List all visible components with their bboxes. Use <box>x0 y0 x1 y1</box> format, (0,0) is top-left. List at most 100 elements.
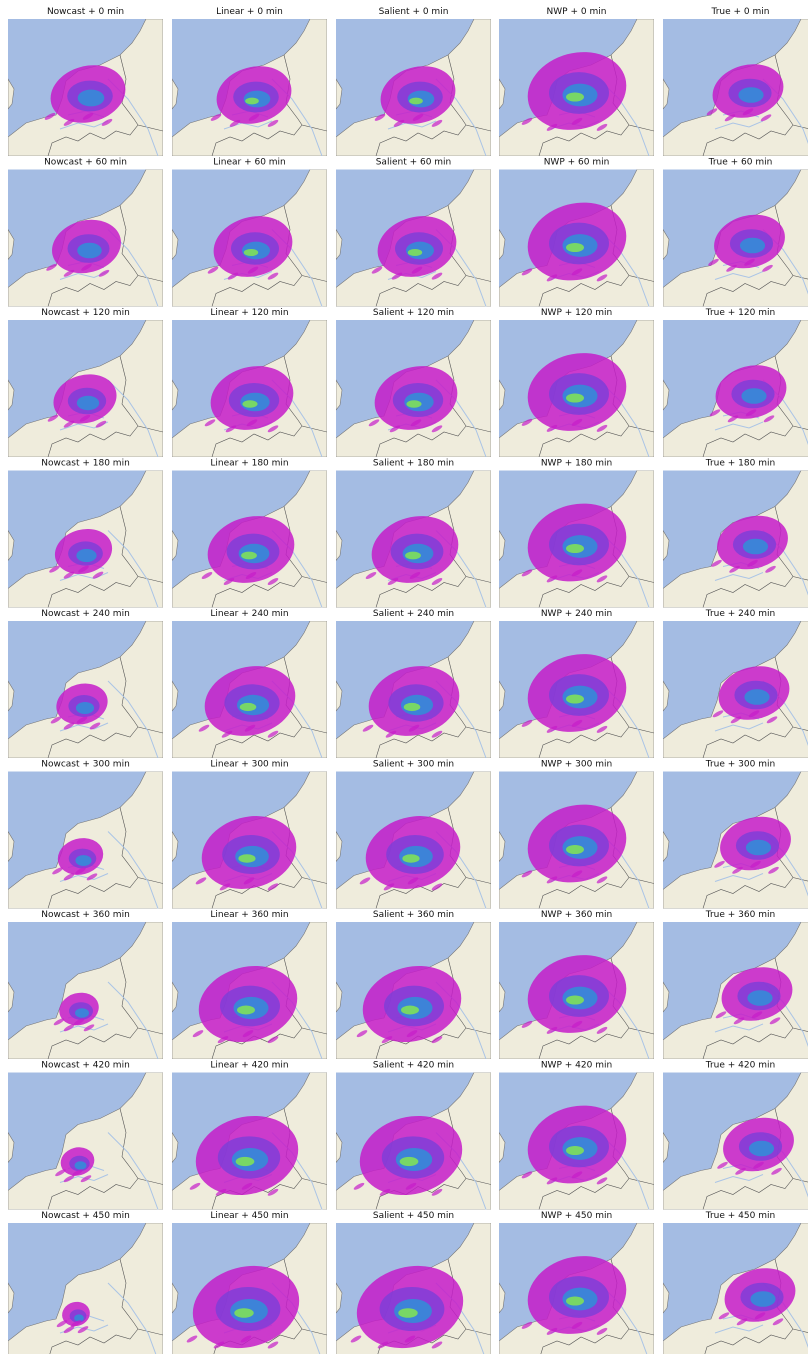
panel-title: True + 60 min <box>708 158 773 168</box>
map-panel <box>663 170 808 307</box>
panel-title: Linear + 420 min <box>210 1061 288 1071</box>
panel-title: NWP + 300 min <box>541 760 612 770</box>
panel-title: NWP + 0 min <box>547 7 607 17</box>
precip-peak <box>242 400 257 407</box>
map-panel <box>499 772 654 909</box>
map-panel <box>8 170 163 307</box>
map-panel <box>8 19 163 156</box>
panel-title: True + 300 min <box>705 760 775 770</box>
panel-title: NWP + 60 min <box>544 158 610 168</box>
map-panel <box>172 19 327 156</box>
precip-peak <box>566 544 584 553</box>
panel-title: Nowcast + 120 min <box>41 308 130 318</box>
panel-title: Salient + 240 min <box>373 609 454 619</box>
precip-peak <box>404 703 421 711</box>
precip-peak <box>238 854 255 863</box>
precip-core <box>749 1141 774 1157</box>
figure: Nowcast + 0 minLinear + 0 minSalient + 0… <box>0 0 808 1354</box>
precip-peak <box>398 1308 417 1318</box>
map-panel <box>8 621 163 758</box>
map-panel <box>336 621 491 758</box>
precip-core <box>738 87 763 103</box>
map-panel <box>663 1223 808 1354</box>
panel-title: Nowcast + 0 min <box>47 7 124 17</box>
precip-peak <box>244 249 258 256</box>
map-panel <box>8 471 163 608</box>
panel-title: Nowcast + 240 min <box>41 609 130 619</box>
map-panel <box>336 19 491 156</box>
precip-peak <box>234 1308 253 1318</box>
precip-core <box>746 840 771 856</box>
panel-title: NWP + 120 min <box>541 308 612 318</box>
map-panel <box>499 1073 654 1210</box>
map-panel <box>8 1223 163 1354</box>
precip-core <box>741 388 766 404</box>
map-panel <box>663 1073 808 1210</box>
map-panel <box>663 621 808 758</box>
map-panel <box>499 1223 654 1354</box>
map-panel <box>499 19 654 156</box>
map-panel <box>336 1073 491 1210</box>
precip-core <box>76 702 94 714</box>
panel-title: Salient + 60 min <box>376 158 452 168</box>
map-panel <box>336 772 491 909</box>
panel-title: Linear + 120 min <box>210 308 288 318</box>
panel-title: NWP + 180 min <box>541 459 612 469</box>
panel-title: NWP + 450 min <box>541 1211 612 1221</box>
panel-title: NWP + 240 min <box>541 609 612 619</box>
precip-core <box>77 243 102 259</box>
panel-title: True + 0 min <box>711 7 770 17</box>
panel-title: Salient + 450 min <box>373 1211 454 1221</box>
precip-peak <box>408 249 422 256</box>
map-panel <box>336 170 491 307</box>
map-panel <box>8 772 163 909</box>
precip-core <box>75 1008 89 1018</box>
precip-peak <box>241 552 257 560</box>
map-panel <box>663 922 808 1059</box>
precip-peak <box>566 694 584 703</box>
panel-title: Salient + 300 min <box>373 760 454 770</box>
map-panel <box>172 772 327 909</box>
precip-peak <box>566 1296 584 1305</box>
map-panel <box>172 471 327 608</box>
precip-core <box>743 539 768 555</box>
precip-peak <box>566 243 584 252</box>
panel-title: Linear + 360 min <box>210 910 288 920</box>
panel-title: Linear + 60 min <box>213 158 286 168</box>
panel-title: Nowcast + 420 min <box>41 1061 130 1071</box>
panel-title: Nowcast + 360 min <box>41 910 130 920</box>
map-panel <box>663 772 808 909</box>
precip-peak <box>245 98 259 105</box>
panel-title: True + 420 min <box>705 1061 775 1071</box>
basemap <box>8 1223 163 1354</box>
precip-core <box>747 990 772 1006</box>
panel-title: Salient + 420 min <box>373 1061 454 1071</box>
precip-peak <box>400 1157 419 1166</box>
map-panel <box>336 922 491 1059</box>
map-panel <box>172 621 327 758</box>
map-panel <box>172 922 327 1059</box>
map-panel <box>663 471 808 608</box>
map-panel <box>336 471 491 608</box>
map-panel <box>499 621 654 758</box>
map-panel <box>8 320 163 457</box>
panel-title: True + 120 min <box>705 308 775 318</box>
basemap <box>8 1073 163 1210</box>
panel-title: Nowcast + 60 min <box>44 158 127 168</box>
panel-title: Nowcast + 450 min <box>41 1211 130 1221</box>
map-panel <box>663 320 808 457</box>
panel-title: Salient + 0 min <box>379 7 449 17</box>
panel-title: True + 450 min <box>705 1211 775 1221</box>
precip-peak <box>409 98 423 105</box>
map-panel <box>172 1223 327 1354</box>
precip-core <box>75 855 91 866</box>
panel-title: Linear + 300 min <box>210 760 288 770</box>
map-panel <box>8 1073 163 1210</box>
map-panel <box>499 320 654 457</box>
precip-peak <box>566 845 584 854</box>
map-panel <box>499 170 654 307</box>
basemap <box>8 922 163 1059</box>
panel-title: NWP + 420 min <box>541 1061 612 1071</box>
precip-core <box>76 549 96 562</box>
map-panel <box>499 922 654 1059</box>
